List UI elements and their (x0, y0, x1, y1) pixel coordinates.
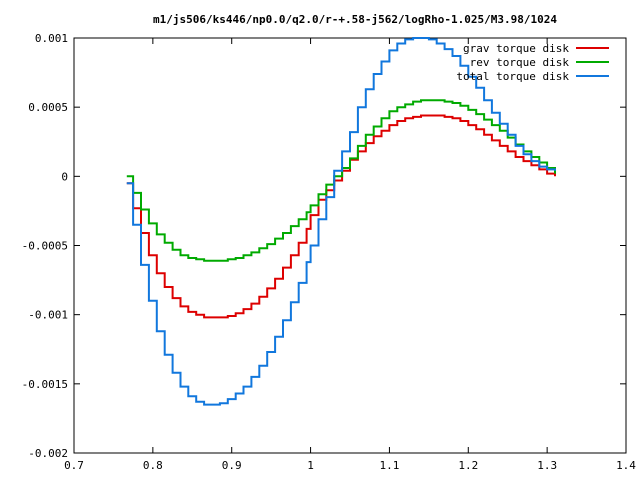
legend-label-3: total torque disk (456, 70, 569, 83)
y-tick-label: 0 (61, 170, 68, 183)
y-tick-label: -0.001 (28, 309, 68, 322)
plot-axes: 0.7 0.8 0.9 1 1.1 1.2 1.3 1.4 -0.002 -0.0015 -0.00… (22, 32, 637, 472)
x-tick-label: 1.4 (616, 459, 636, 472)
series-line-1 (126, 114, 556, 319)
y-tick-label: 0.001 (35, 32, 68, 45)
x-tick-label: 1.2 (458, 459, 478, 472)
y-tick-label: -0.0015 (22, 378, 68, 391)
y-tick-label: 0.0005 (28, 101, 68, 114)
x-tick-label: 0.7 (64, 459, 84, 472)
x-tick-label: 1.1 (379, 459, 399, 472)
x-tick-label: 0.8 (143, 459, 163, 472)
x-tick-label: 1.3 (537, 459, 557, 472)
x-tick-label: 1 (307, 459, 314, 472)
x-tick-label: 0.9 (222, 459, 242, 472)
series-line-3 (126, 37, 556, 406)
plot-frame (73, 37, 627, 454)
y-tick-label: -0.002 (28, 447, 68, 460)
chart-title: m1/js506/ks446/np0.0/q2.0/r-+.58-j562/lo… (153, 13, 557, 26)
legend-label-1: grav torque disk (463, 42, 569, 55)
legend-label-2: rev torque disk (470, 56, 570, 69)
y-tick-label: -0.0005 (22, 240, 68, 253)
series-layer (126, 37, 556, 406)
series-line-2 (126, 99, 556, 262)
